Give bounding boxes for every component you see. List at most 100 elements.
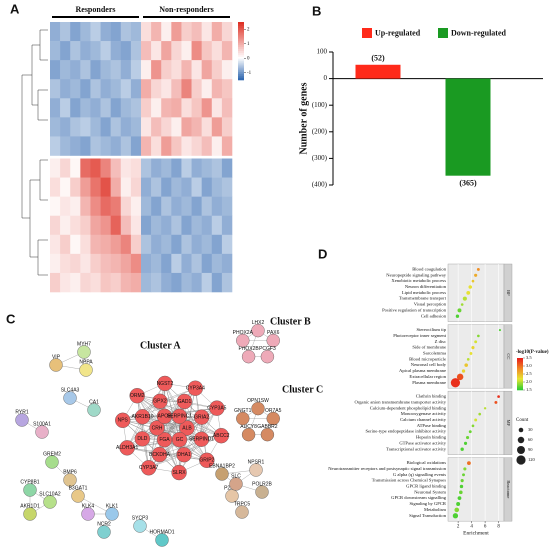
term-label: Blood microparticle xyxy=(409,356,446,361)
network-node xyxy=(236,411,250,426)
gene-label: TRPC5 xyxy=(234,501,251,507)
gene-label: GC xyxy=(176,437,184,443)
heatmap-cell xyxy=(110,177,122,197)
dot xyxy=(474,273,478,277)
colorbar-step xyxy=(517,371,523,373)
y-tick-label: 0 xyxy=(324,74,328,82)
term-label: Transmission across Chemical Synapses xyxy=(372,478,446,483)
x-tick-label: 4 xyxy=(470,524,473,529)
heatmap-cell xyxy=(60,272,71,293)
heatmap-cell xyxy=(120,136,132,156)
heatmap-cell xyxy=(130,98,142,118)
heatmap-cell xyxy=(171,253,182,274)
gene-label: CYP3A5 xyxy=(207,405,226,411)
term-label: Neuropeptide signaling pathway xyxy=(386,272,446,277)
colorbar-step xyxy=(238,76,244,79)
heatmap-cell xyxy=(151,215,162,236)
network-node xyxy=(81,507,95,521)
term-label: Organic anion transmembrane transporter … xyxy=(354,399,446,404)
heatmap-cell xyxy=(211,215,223,236)
network-node xyxy=(49,358,63,372)
heatmap-cell xyxy=(110,117,122,137)
bar xyxy=(445,78,491,176)
network-node xyxy=(171,464,187,481)
colorbar-step xyxy=(517,387,523,389)
colorbar-step xyxy=(517,374,523,376)
gene-label: SYCP3 xyxy=(132,515,149,521)
heatmap-cell xyxy=(50,234,61,255)
gene-label: NPS xyxy=(118,418,129,424)
dot xyxy=(468,430,472,434)
network-node xyxy=(176,446,192,463)
heatmap-cell xyxy=(211,158,223,178)
colorbar-step xyxy=(517,364,523,367)
gene-label: AKR1B10 xyxy=(132,414,154,420)
heatmap-cell xyxy=(211,60,223,80)
heatmap-cell xyxy=(161,215,172,236)
dot xyxy=(468,285,473,289)
network-node xyxy=(79,363,93,377)
dot xyxy=(498,329,501,332)
heatmap-cell xyxy=(171,79,182,99)
heatmap-cell xyxy=(141,272,152,293)
gene-label: DLD xyxy=(137,436,147,442)
heatmap-cell xyxy=(70,177,81,197)
dot xyxy=(476,267,480,271)
dot xyxy=(497,395,500,398)
gene-label: GNGT1 xyxy=(234,408,251,414)
network-node xyxy=(229,477,243,491)
heatmap-cell xyxy=(130,272,142,293)
heatmap-cell xyxy=(161,98,172,118)
legend-swatch xyxy=(438,28,448,38)
cluster-label: Cluster B xyxy=(270,316,311,327)
dot xyxy=(477,334,480,338)
network-node xyxy=(77,345,91,359)
dot xyxy=(474,418,478,422)
heatmap-cell xyxy=(181,234,192,255)
heatmap-cell xyxy=(110,272,122,293)
heatmap-cell xyxy=(211,136,223,156)
gene-label: ADCY8 xyxy=(240,424,257,430)
colorbar-step xyxy=(517,367,523,369)
cluster-label: Cluster C xyxy=(282,384,323,395)
network-node xyxy=(71,489,85,503)
heatmap-cell xyxy=(181,196,192,217)
network-node xyxy=(209,400,225,416)
heatmap-cell xyxy=(181,272,192,293)
heatmap-cell xyxy=(161,60,172,80)
colorbar-step xyxy=(238,60,244,63)
heatmap-cell xyxy=(221,272,233,293)
colorbar-step xyxy=(238,52,244,56)
heatmap-cell xyxy=(171,177,182,197)
heatmap-cell xyxy=(211,196,223,217)
gene-label: GAD1 xyxy=(178,399,192,405)
colorbar-step xyxy=(517,384,523,387)
heatmap-cell xyxy=(130,117,142,137)
gene-label: HORMAD1 xyxy=(149,529,174,535)
network-node xyxy=(140,460,157,476)
size-legend-dot xyxy=(518,427,524,433)
heatmap-cell xyxy=(201,196,213,217)
colorbar-tick-label: 1 xyxy=(247,42,250,47)
group-label: Responders xyxy=(75,5,115,14)
heatmap-cell xyxy=(80,79,91,99)
colorbar-step xyxy=(238,72,244,75)
colorbar-tick-label: 1.5 xyxy=(526,387,532,392)
heatmap-cell xyxy=(191,272,202,293)
heatmap-cell xyxy=(201,234,213,255)
colorbar-step xyxy=(238,47,244,50)
heatmap-cell xyxy=(50,253,61,274)
dot xyxy=(455,314,460,318)
heatmap-cell xyxy=(151,117,162,137)
group-label: Non-responders xyxy=(159,5,214,14)
colorbar-step xyxy=(517,363,523,365)
heatmap-cell xyxy=(181,117,192,137)
panel-label: A xyxy=(10,1,20,16)
heatmap-cell xyxy=(171,196,182,217)
dot xyxy=(460,479,464,483)
colorbar-step xyxy=(517,376,523,379)
network-node xyxy=(63,391,77,405)
colorbar-step xyxy=(517,386,523,388)
heatmap-cell xyxy=(110,234,122,255)
network-edge xyxy=(126,401,161,448)
